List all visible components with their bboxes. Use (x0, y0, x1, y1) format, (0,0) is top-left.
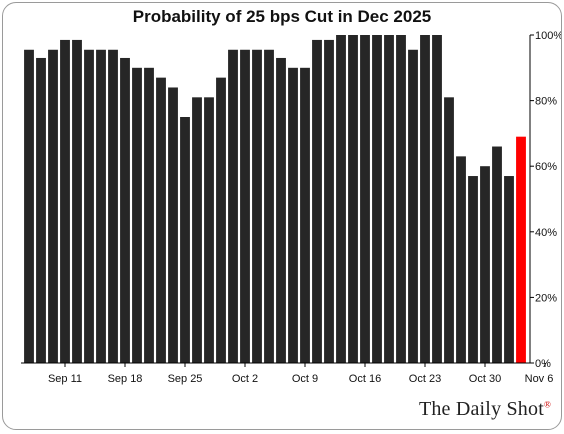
bar (132, 67, 142, 364)
bar (372, 35, 382, 363)
bar (204, 97, 214, 363)
x-tick-label: Oct 30 (469, 373, 501, 385)
y-tick-label: 60% (535, 161, 557, 173)
x-tick-label: Oct 2 (232, 373, 258, 385)
bar (72, 39, 82, 364)
bar (144, 67, 154, 364)
bar (36, 57, 46, 364)
bar (108, 49, 118, 363)
y-tick-label: 40% (535, 227, 557, 239)
bar (408, 49, 418, 363)
bar (84, 49, 94, 363)
bar (504, 176, 514, 363)
bar (24, 49, 34, 363)
x-tick-label: Sep 18 (108, 373, 143, 385)
bar (120, 57, 130, 364)
chart-title: Probability of 25 bps Cut in Dec 2025 (132, 7, 432, 26)
bar (468, 176, 478, 363)
bar (396, 35, 406, 363)
x-tick-label: Oct 23 (409, 373, 441, 385)
bar (288, 67, 298, 364)
chart-frame: Probability of 25 bps Cut in Dec 2025 0%… (2, 2, 562, 430)
bar-chart: 0% 20% 40% 60% 80% 100% Sep 11 Sep 18 Sep 25 Oct … (21, 30, 562, 385)
y-tick-label: 0% (535, 358, 551, 370)
bar (48, 49, 58, 363)
y-tick-label: 80% (535, 96, 557, 108)
bar (300, 67, 310, 364)
bar (312, 39, 322, 364)
bar (228, 49, 238, 363)
y-tick-label: 100% (535, 30, 562, 42)
bar (444, 97, 454, 363)
bar (276, 57, 286, 364)
bar (492, 146, 502, 363)
bar (456, 156, 466, 363)
x-tick-label: Sep 11 (48, 373, 82, 385)
x-tick-label: Oct 16 (349, 373, 381, 385)
bar (420, 35, 430, 363)
bar (60, 39, 70, 364)
bar (192, 97, 202, 363)
bar (264, 49, 274, 363)
bar (336, 35, 346, 363)
x-tick-label: Oct 9 (292, 373, 318, 385)
bar-latest (516, 136, 526, 363)
bar (348, 35, 358, 363)
bar (180, 117, 190, 363)
bar (240, 49, 250, 363)
bar (324, 39, 334, 364)
bar (156, 77, 166, 363)
x-tick-label: Nov 6 (525, 373, 554, 385)
brand-name: The Daily Shot (418, 398, 544, 420)
brand-logo: The Daily Shot® (419, 398, 551, 421)
bar (360, 35, 370, 363)
registered-mark: ® (543, 399, 551, 410)
y-tick-label: 20% (535, 292, 557, 304)
bar (96, 49, 106, 363)
bar (480, 166, 490, 363)
bar (432, 35, 442, 363)
bar (216, 77, 226, 363)
bar (168, 87, 178, 363)
bar (384, 35, 394, 363)
bar (252, 49, 262, 363)
x-tick-label: Sep 25 (168, 373, 203, 385)
